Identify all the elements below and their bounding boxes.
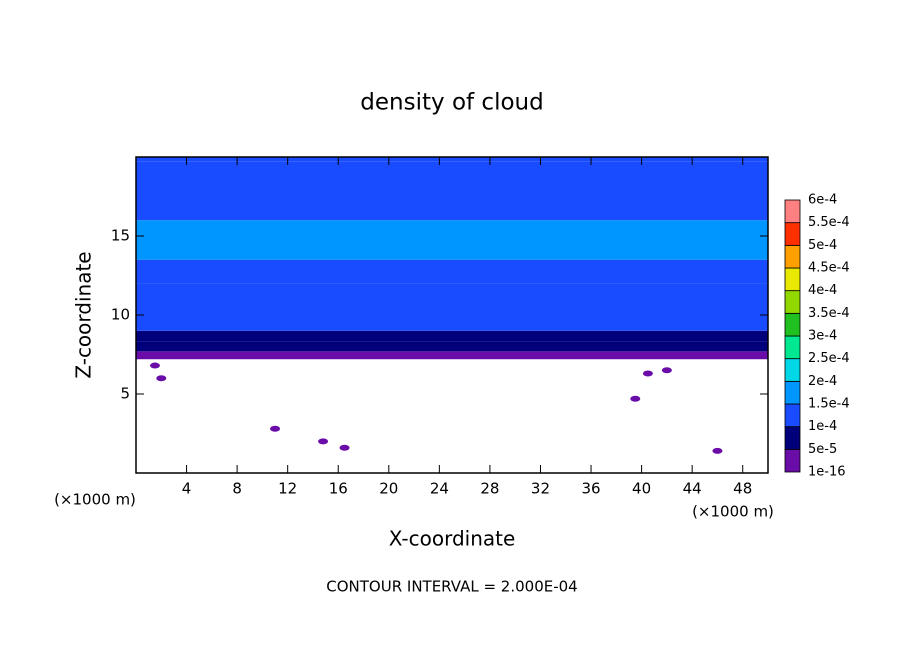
colorbar-swatch [784, 199, 801, 224]
cloud-patch [149, 362, 160, 369]
contour-band [136, 220, 768, 260]
colorbar-swatch [784, 335, 801, 360]
cloud-patch [642, 370, 653, 377]
cloud-patch [156, 375, 167, 382]
contour-band [136, 330, 768, 342]
colorbar-label: 6e-4 [808, 193, 837, 208]
contour-band [136, 283, 768, 315]
colorbar-swatch [784, 290, 801, 314]
y-tick-label: 10 [111, 306, 130, 324]
colorbar-label: 4.5e-4 [808, 261, 850, 276]
colorbar-swatch [784, 380, 801, 405]
cloud-patch [270, 425, 281, 432]
colorbar-swatch [784, 222, 801, 246]
colorbar-label: 5e-5 [808, 442, 837, 457]
colorbar-swatch [784, 426, 801, 450]
x-tick-label: 36 [581, 480, 600, 498]
colorbar-label: 3e-4 [808, 329, 837, 344]
contour-band [136, 157, 768, 162]
colorbar-label: 5e-4 [808, 238, 837, 253]
contour-band [136, 259, 768, 284]
contour-band [136, 161, 768, 221]
x-tick-label: 4 [182, 480, 192, 498]
colorbar-label: 1e-4 [808, 419, 837, 434]
contour-band [136, 351, 768, 360]
colorbar-swatch [784, 448, 801, 473]
colorbar-label: 1.5e-4 [808, 397, 850, 412]
cloud-patch [318, 438, 329, 445]
colorbar-swatch [784, 358, 801, 382]
colorbar-swatch [784, 403, 801, 428]
cloud-patch [712, 447, 723, 454]
y-unit: (×1000 m) [54, 491, 136, 509]
colorbar-label: 4e-4 [808, 283, 837, 298]
x-tick-label: 40 [632, 480, 651, 498]
x-tick-label: 24 [430, 480, 449, 498]
x-unit: (×1000 m) [692, 503, 774, 521]
x-tick-label: 28 [480, 480, 499, 498]
colorbar-label: 3.5e-4 [808, 306, 850, 321]
cloud-patch [630, 395, 641, 402]
chart-title: density of cloud [360, 90, 543, 116]
footer: CONTOUR INTERVAL = 2.000E-04 [326, 578, 577, 596]
colorbar-label: 2.5e-4 [808, 351, 850, 366]
x-tick-label: 16 [329, 480, 348, 498]
y-axis-label: Z-coordinate [72, 251, 96, 378]
x-tick-label: 20 [379, 480, 398, 498]
colorbar-label: 2e-4 [808, 374, 837, 389]
x-tick-label: 32 [531, 480, 550, 498]
colorbar-label: 1e-16 [808, 465, 846, 480]
x-tick-label: 12 [278, 480, 297, 498]
x-tick-label: 44 [683, 480, 702, 498]
cloud-patch [339, 444, 350, 451]
colorbar-swatch [784, 312, 801, 337]
x-tick-label: 48 [733, 480, 752, 498]
colorbar-swatch [784, 244, 801, 269]
x-axis-label: X-coordinate [389, 527, 516, 551]
cloud-patch [661, 367, 672, 374]
y-tick-label: 5 [120, 385, 130, 403]
contour-band [136, 315, 768, 331]
contour-band [136, 341, 768, 352]
x-tick-label: 8 [232, 480, 242, 498]
colorbar-swatch [784, 267, 801, 292]
colorbar-label: 5.5e-4 [808, 215, 850, 230]
y-tick-label: 15 [111, 227, 130, 245]
